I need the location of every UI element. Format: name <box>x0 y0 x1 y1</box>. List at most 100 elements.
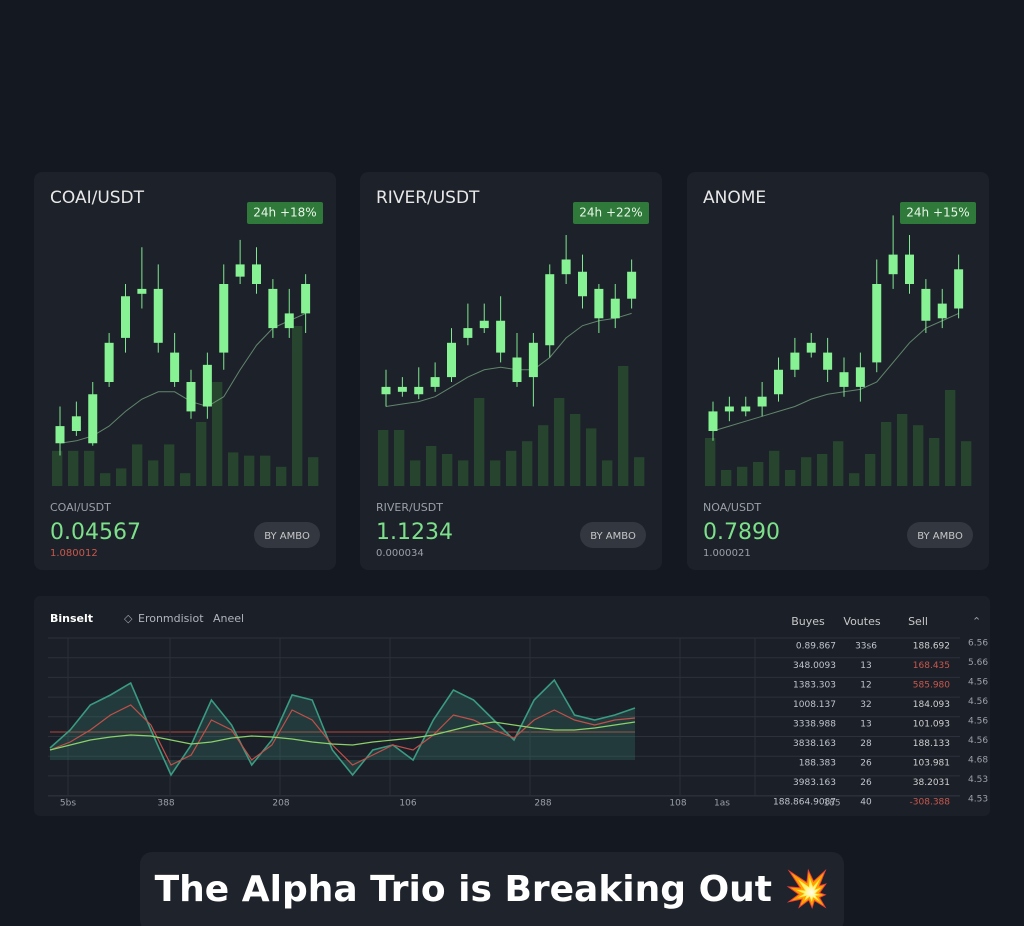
price-change: 1.000021 <box>703 548 751 559</box>
order-cell: 13 <box>860 720 871 730</box>
price: 0.04567 <box>50 520 141 545</box>
buy-button[interactable] <box>254 522 320 548</box>
axis-label: 4.53 <box>968 795 988 805</box>
volume-bar <box>602 460 613 486</box>
candle-body <box>545 274 555 346</box>
volume-bar <box>570 414 581 486</box>
candle-body <box>381 386 391 395</box>
order-cell: 3983.163 <box>793 778 836 788</box>
volume-bar <box>180 473 191 486</box>
x-label: 106 <box>399 799 416 809</box>
order-cell: 12 <box>860 681 871 691</box>
volume-bar <box>68 450 79 486</box>
pair-label: NOA/USDT <box>703 501 761 514</box>
order-cell: 26 <box>860 778 872 788</box>
order-cell: 184.093 <box>913 700 950 710</box>
candle-body <box>872 284 882 363</box>
volume-bar <box>132 444 143 486</box>
buy-button[interactable] <box>907 522 973 548</box>
candle-body <box>414 386 424 395</box>
volume-bar <box>426 446 437 486</box>
axis-label: 6.56 <box>968 639 988 649</box>
badge-text: 24h +22% <box>579 206 642 220</box>
volume-bar <box>721 470 732 486</box>
candle-body <box>512 357 522 382</box>
volume-bar <box>913 425 924 486</box>
volume-bar <box>490 460 501 486</box>
volume-bar <box>618 366 629 486</box>
tab-icon: ◇ <box>124 612 133 625</box>
candle-body <box>561 259 571 275</box>
candle-body <box>839 372 849 387</box>
order-cell: 40 <box>860 798 872 808</box>
candle-body <box>888 254 898 275</box>
candle-body <box>463 328 473 338</box>
volume-bar <box>538 425 549 486</box>
volume-bar <box>554 398 565 486</box>
buy-button-label[interactable]: BY AMBO <box>590 531 636 542</box>
axis-label: 4.68 <box>968 756 988 766</box>
candle-body <box>496 320 506 353</box>
candle-body <box>301 284 311 314</box>
volume-bar <box>881 422 892 486</box>
tab[interactable]: Aneel <box>213 612 244 625</box>
volume-bar <box>849 473 860 486</box>
volume-bar <box>410 460 421 486</box>
volume-bar <box>506 450 517 486</box>
volume-bar <box>474 398 485 486</box>
volume-bar <box>100 473 111 486</box>
candle-body <box>905 254 914 284</box>
series-line <box>49 704 636 766</box>
badge-text: 24h +15% <box>906 206 969 220</box>
column-header: Sell <box>908 615 928 628</box>
volume-bar <box>148 460 159 486</box>
candle-body <box>252 264 261 284</box>
buy-button[interactable] <box>580 522 646 548</box>
candle-body <box>430 377 440 387</box>
tab[interactable]: Binselt <box>50 612 93 625</box>
candle-body <box>528 342 538 378</box>
candle-body <box>235 264 245 277</box>
axis-label: 4.53 <box>968 775 988 785</box>
price-change: 0.000034 <box>376 548 424 559</box>
axis-label: 4.56 <box>968 717 988 727</box>
candle-body <box>774 369 783 395</box>
order-cell: 103.981 <box>913 759 950 769</box>
volume-bar <box>164 444 175 486</box>
candle-body <box>594 288 604 319</box>
candle-body <box>479 320 489 329</box>
order-cell: 13 <box>860 661 871 671</box>
card-title: ANOME <box>703 188 766 208</box>
column-header: Voutes <box>843 615 880 628</box>
x-label: 388 <box>157 799 174 809</box>
candle-body <box>170 352 180 382</box>
candle-body <box>219 284 229 353</box>
candle-body <box>55 426 65 444</box>
moving-average <box>385 312 632 407</box>
candle-body <box>610 298 620 319</box>
volume-bar <box>705 438 716 486</box>
buy-button-label[interactable]: BY AMBO <box>917 531 963 542</box>
pair-label: COAI/USDT <box>50 501 111 514</box>
trading-panel <box>34 596 990 816</box>
order-cell: 1383.303 <box>793 681 836 691</box>
price: 1.1234 <box>376 520 453 545</box>
price: 0.7890 <box>703 520 780 545</box>
candle-body <box>790 352 800 370</box>
volume-bar <box>769 450 780 486</box>
price-change: 1.080012 <box>50 548 98 559</box>
volume-bar <box>833 441 844 486</box>
candle-body <box>104 342 114 382</box>
tab[interactable]: Eronmdisiot <box>138 612 204 625</box>
volume-bar <box>84 450 95 486</box>
order-cell: 168.435 <box>913 661 950 671</box>
buy-button-label[interactable]: BY AMBO <box>264 531 310 542</box>
order-cell: 1008.137 <box>793 700 836 710</box>
candle-body <box>578 271 587 297</box>
candle-body <box>724 406 734 412</box>
candle-body <box>88 394 98 444</box>
order-cell: -308.388 <box>910 798 951 808</box>
x-label: 288 <box>534 799 551 809</box>
candle-body <box>823 352 833 370</box>
